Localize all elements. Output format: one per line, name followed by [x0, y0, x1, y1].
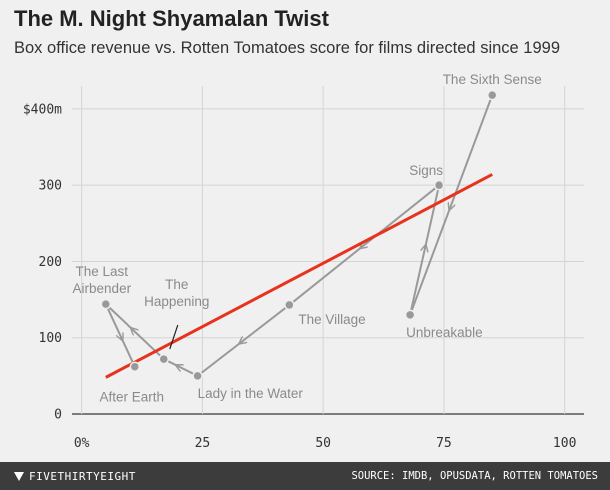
release-order-path — [196, 304, 290, 377]
film-label: The Sixth Sense — [443, 72, 542, 87]
film-label: The Happening — [144, 277, 209, 309]
x-tick-label: 25 — [195, 436, 211, 451]
x-tick-label: 50 — [315, 436, 331, 451]
film-label-line: Airbender — [73, 281, 132, 296]
brand-logo: FIVETHIRTYEIGHT — [14, 470, 136, 483]
y-tick-label: 200 — [39, 255, 62, 270]
y-tick-label: 0 — [54, 408, 62, 423]
film-point — [284, 299, 295, 311]
fivethirtyeight-icon — [14, 472, 24, 481]
chart-area: 0 100 200 300 $400m 0% 25 50 75 100 The Sixth Sen… — [23, 72, 584, 451]
film-label-line: The Sixth Sense — [443, 72, 542, 87]
chart-title: The M. Night Shyamalan Twist — [14, 6, 329, 31]
film-label-line: After Earth — [100, 390, 165, 405]
film-label: Unbreakable — [406, 325, 483, 340]
source-note: SOURCE: IMDB, OPUSDATA, ROTTEN TOMATOES — [351, 470, 598, 482]
label-leader-line — [169, 324, 179, 350]
film-label-line: Lady in the Water — [198, 386, 304, 401]
film-label: The Last Airbender — [73, 264, 132, 296]
film-point — [404, 309, 416, 321]
film-label-line: Happening — [144, 294, 209, 309]
y-tick-label: 100 — [39, 331, 62, 346]
x-tick-label: 0% — [74, 436, 90, 451]
film-point — [192, 370, 203, 382]
x-tick-label: 75 — [436, 436, 452, 451]
release-order-path — [104, 303, 136, 368]
release-order-path — [163, 358, 199, 377]
film-label-line: The Last — [76, 264, 129, 279]
film-point — [129, 361, 141, 372]
film-label-line: Signs — [409, 163, 443, 178]
film-point — [486, 89, 498, 101]
release-order-path — [409, 94, 494, 316]
film-label: Signs — [409, 163, 443, 178]
brand-name: FIVETHIRTYEIGHT — [29, 470, 136, 483]
film-label: The Village — [298, 312, 365, 327]
film-label-line: The Village — [298, 312, 365, 327]
y-tick-label: 300 — [39, 179, 62, 194]
film-point — [158, 353, 170, 365]
footer-bar: FIVETHIRTYEIGHT SOURCE: IMDB, OPUSDATA, … — [0, 462, 610, 490]
y-tick-label: $400m — [23, 102, 62, 117]
x-tick-label: 100 — [553, 436, 576, 451]
film-label: After Earth — [100, 390, 165, 405]
film-label: Lady in the Water — [198, 386, 304, 401]
film-label-line: The — [165, 277, 188, 292]
film-label-line: Unbreakable — [406, 325, 483, 340]
film-point — [100, 298, 112, 310]
trend-line — [105, 173, 493, 379]
chart-subtitle: Box office revenue vs. Rotten Tomatoes s… — [14, 39, 560, 57]
film-point — [433, 179, 445, 191]
